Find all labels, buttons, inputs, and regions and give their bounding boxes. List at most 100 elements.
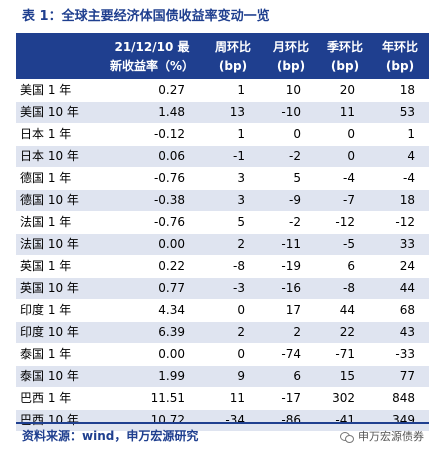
year-change-cell: 44 bbox=[399, 281, 415, 295]
quarter-change-cell: 22 bbox=[339, 325, 355, 339]
header-month-change-line2: (bp) bbox=[276, 59, 306, 73]
quarter-change-cell: 0 bbox=[347, 149, 355, 163]
month-change-cell: 10 bbox=[285, 83, 301, 97]
watermark-text: 申万宏源债券 bbox=[358, 430, 424, 443]
month-change-cell: -17 bbox=[281, 391, 301, 405]
latest-yield-cell: 0.27 bbox=[158, 83, 185, 97]
month-change-cell: 6 bbox=[293, 369, 301, 383]
week-change-cell: 3 bbox=[237, 171, 245, 185]
header-quarter-change-line1: 季环比 bbox=[326, 40, 363, 54]
table-body: 美国 1 年 0.27 1 10 20 18 美国 10 年 1.48 13 -10 11 53 日本 … bbox=[16, 80, 429, 432]
bottom-rule bbox=[16, 422, 429, 424]
latest-yield-cell: 0.77 bbox=[158, 281, 185, 295]
month-change-cell: -9 bbox=[289, 193, 301, 207]
header-quarter-change: 季环比 (bp) bbox=[318, 35, 372, 79]
row-label-cell: 巴西 1 年 bbox=[20, 391, 72, 405]
quarter-change-cell: 302 bbox=[332, 391, 355, 405]
latest-yield-cell: 0.06 bbox=[158, 149, 185, 163]
quarter-change-cell: 0 bbox=[347, 127, 355, 141]
row-label-cell: 泰国 1 年 bbox=[20, 347, 72, 361]
month-change-cell: -10 bbox=[281, 105, 301, 119]
week-change-cell: 5 bbox=[237, 215, 245, 229]
row-label-cell: 法国 1 年 bbox=[20, 215, 72, 229]
quarter-change-cell: 20 bbox=[339, 83, 355, 97]
header-latest-yield-line1: 21/12/10 最 bbox=[114, 40, 190, 54]
year-change-cell: 18 bbox=[399, 193, 415, 207]
month-change-cell: -86 bbox=[281, 413, 301, 427]
quarter-change-cell: -5 bbox=[343, 237, 355, 251]
month-change-cell: -2 bbox=[289, 149, 301, 163]
table-row: 美国 10 年 1.48 13 -10 11 53 bbox=[16, 102, 429, 124]
row-label-cell: 美国 1 年 bbox=[20, 83, 72, 97]
table-header: 21/12/10 最 新收益率（%） 周环比 (bp) 月环比 (bp) 季环比… bbox=[16, 35, 429, 79]
latest-yield-cell: 11.51 bbox=[150, 391, 185, 405]
month-change-cell: -19 bbox=[281, 259, 301, 273]
month-change-cell: 2 bbox=[293, 325, 301, 339]
table-row: 德国 1 年 -0.76 3 5 -4 -4 bbox=[16, 168, 429, 190]
year-change-cell: -4 bbox=[403, 171, 415, 185]
table-row: 泰国 1 年 0.00 0 -74 -71 -33 bbox=[16, 344, 429, 366]
table-row: 日本 1 年 -0.12 1 0 0 1 bbox=[16, 124, 429, 146]
quarter-change-cell: -8 bbox=[343, 281, 355, 295]
year-change-cell: -33 bbox=[395, 347, 415, 361]
top-rule bbox=[16, 33, 429, 35]
wechat-icon bbox=[340, 431, 354, 443]
latest-yield-cell: 1.48 bbox=[158, 105, 185, 119]
latest-yield-cell: 4.34 bbox=[158, 303, 185, 317]
quarter-change-cell: 15 bbox=[339, 369, 355, 383]
source-note: 资料来源：wind，申万宏源研究 bbox=[22, 429, 199, 443]
month-change-cell: 5 bbox=[293, 171, 301, 185]
quarter-change-cell: -7 bbox=[343, 193, 355, 207]
latest-yield-cell: -0.76 bbox=[153, 171, 185, 185]
row-label-cell: 英国 10 年 bbox=[20, 281, 79, 295]
week-change-cell: 11 bbox=[229, 391, 245, 405]
header-latest-yield: 21/12/10 最 新收益率（%） bbox=[104, 35, 200, 79]
row-label-cell: 德国 10 年 bbox=[20, 193, 79, 207]
month-change-cell: 17 bbox=[285, 303, 301, 317]
month-change-cell: -74 bbox=[281, 347, 301, 361]
table-row: 德国 10 年 -0.38 3 -9 -7 18 bbox=[16, 190, 429, 212]
latest-yield-cell: -0.38 bbox=[153, 193, 185, 207]
header-week-change-line1: 周环比 bbox=[214, 40, 251, 54]
week-change-cell: 3 bbox=[237, 193, 245, 207]
latest-yield-cell: 6.39 bbox=[158, 325, 185, 339]
month-change-cell: -11 bbox=[281, 237, 301, 251]
header-week-change: 周环比 (bp) bbox=[206, 35, 260, 79]
table-row: 印度 10 年 6.39 2 2 22 43 bbox=[16, 322, 429, 344]
table-row: 法国 1 年 -0.76 5 -2 -12 -12 bbox=[16, 212, 429, 234]
quarter-change-cell: 6 bbox=[347, 259, 355, 273]
month-change-cell: -2 bbox=[289, 215, 301, 229]
quarter-change-cell: 44 bbox=[339, 303, 355, 317]
week-change-cell: 2 bbox=[237, 325, 245, 339]
year-change-cell: 77 bbox=[399, 369, 415, 383]
table-title: 表 1：全球主要经济体国债收益率变动一览 bbox=[22, 9, 270, 24]
latest-yield-cell: 1.99 bbox=[158, 369, 185, 383]
table-row: 泰国 10 年 1.99 9 6 15 77 bbox=[16, 366, 429, 388]
latest-yield-cell: 0.00 bbox=[158, 237, 185, 251]
row-label-cell: 泰国 10 年 bbox=[20, 369, 79, 383]
header-year-change-line1: 年环比 bbox=[381, 40, 418, 54]
week-change-cell: 2 bbox=[237, 237, 245, 251]
year-change-cell: 4 bbox=[407, 149, 415, 163]
header-quarter-change-line2: (bp) bbox=[330, 59, 360, 73]
row-label-cell: 法国 10 年 bbox=[20, 237, 79, 251]
week-change-cell: -3 bbox=[233, 281, 245, 295]
row-label-cell: 德国 1 年 bbox=[20, 171, 72, 185]
header-year-change-line2: (bp) bbox=[385, 59, 415, 73]
table-row: 英国 10 年 0.77 -3 -16 -8 44 bbox=[16, 278, 429, 300]
year-change-cell: 1 bbox=[407, 127, 415, 141]
quarter-change-cell: -71 bbox=[335, 347, 355, 361]
year-change-cell: -12 bbox=[395, 215, 415, 229]
week-change-cell: 0 bbox=[237, 347, 245, 361]
week-change-cell: 13 bbox=[229, 105, 245, 119]
week-change-cell: -34 bbox=[225, 413, 245, 427]
quarter-change-cell: 11 bbox=[339, 105, 355, 119]
watermark: 申万宏源债券 bbox=[340, 428, 424, 446]
week-change-cell: 9 bbox=[237, 369, 245, 383]
week-change-cell: -8 bbox=[233, 259, 245, 273]
table-row: 日本 10 年 0.06 -1 -2 0 4 bbox=[16, 146, 429, 168]
quarter-change-cell: -4 bbox=[343, 171, 355, 185]
latest-yield-cell: 0.22 bbox=[158, 259, 185, 273]
header-latest-yield-line2: 新收益率（%） bbox=[109, 59, 195, 73]
table-row: 巴西 1 年 11.51 11 -17 302 848 bbox=[16, 388, 429, 410]
